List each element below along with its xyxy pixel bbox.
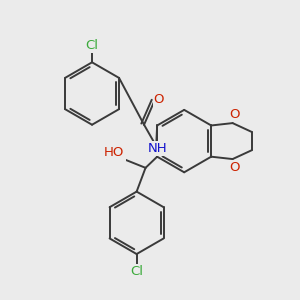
Text: NH: NH xyxy=(148,142,167,155)
Text: O: O xyxy=(229,161,239,174)
Text: Cl: Cl xyxy=(130,266,143,278)
Text: HO: HO xyxy=(104,146,124,160)
Text: Cl: Cl xyxy=(85,39,98,52)
Text: O: O xyxy=(229,108,239,121)
Text: O: O xyxy=(154,93,164,106)
